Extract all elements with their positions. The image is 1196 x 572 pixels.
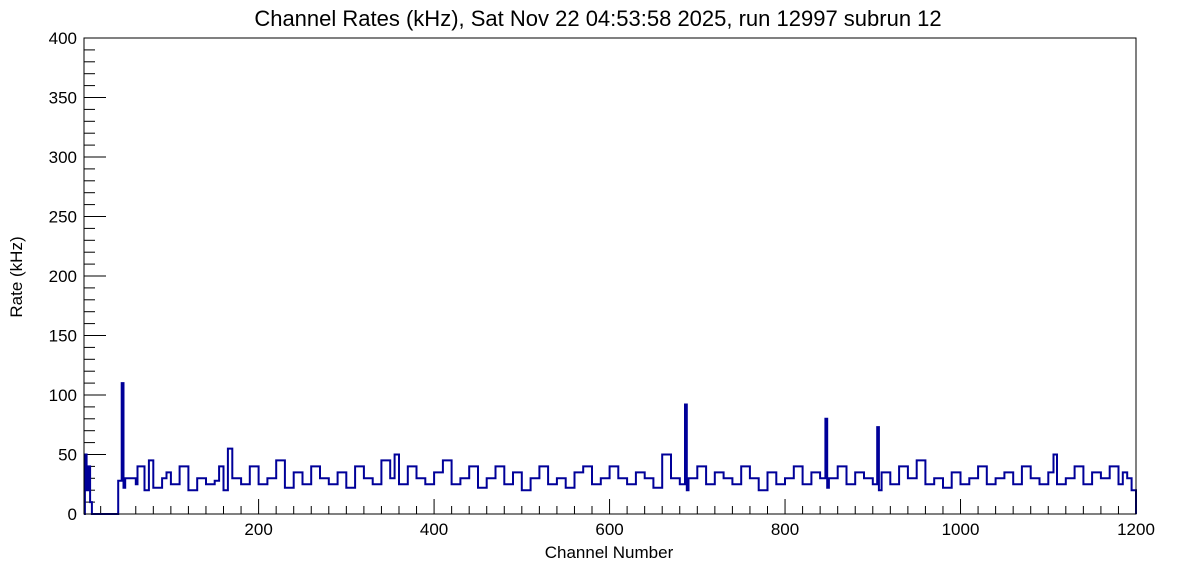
y-tick-label: 100	[49, 386, 77, 405]
x-tick-label: 600	[595, 520, 623, 539]
y-tick-label: 0	[68, 505, 77, 524]
y-tick-label: 250	[49, 208, 77, 227]
rate-histogram-line	[83, 382, 1137, 515]
chart-title: Channel Rates (kHz), Sat Nov 22 04:53:58…	[254, 6, 941, 31]
x-tick-label: 800	[771, 520, 799, 539]
plot-frame	[83, 37, 1137, 515]
y-tick-label: 400	[49, 29, 77, 48]
x-tick-label: 1000	[942, 520, 980, 539]
y-tick-label: 150	[49, 327, 77, 346]
x-tick-label: 400	[420, 520, 448, 539]
x-axis-title: Channel Number	[545, 543, 674, 562]
x-tick-label: 1200	[1117, 520, 1155, 539]
y-tick-label: 200	[49, 267, 77, 286]
y-tick-label: 350	[49, 89, 77, 108]
x-tick-label: 200	[244, 520, 272, 539]
y-tick-label: 50	[58, 446, 77, 465]
axis-tick-labels: 0 50 100 150 200 250 300 350 400 200 400 600 800 1000…	[49, 29, 1155, 539]
axis-ticks	[84, 37, 1137, 515]
y-axis-title: Rate (kHz)	[7, 236, 26, 317]
y-tick-label: 300	[49, 148, 77, 167]
